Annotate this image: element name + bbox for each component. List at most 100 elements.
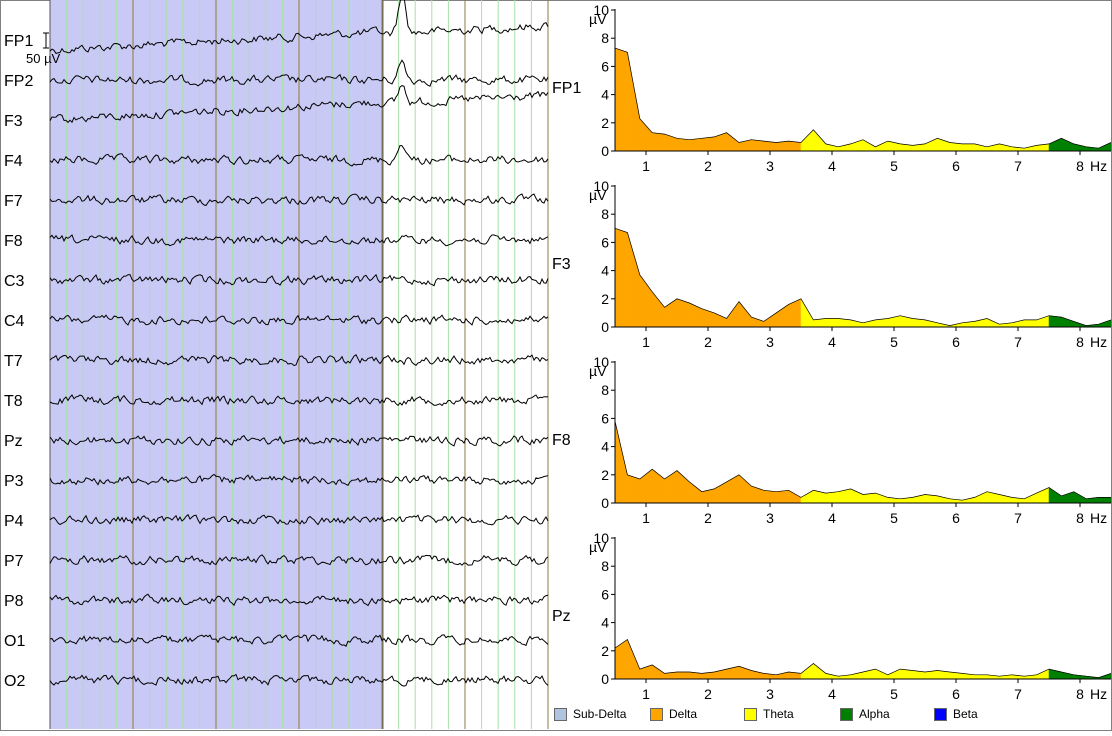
spectrum-area-segment [775, 490, 789, 504]
spectrum-area-segment [850, 671, 864, 680]
spectrum-area-segment [614, 47, 628, 152]
x-tick-label: 8 [1076, 686, 1084, 702]
spectrum-area-segment [813, 662, 827, 680]
spectrum-area-segment [974, 491, 988, 504]
spectrum-area-segment [974, 674, 988, 680]
x-tick-label: 4 [828, 510, 836, 526]
spectrum-area-segment [676, 470, 690, 504]
x-tick-label: 5 [890, 158, 898, 174]
eeg-trace-o2 [49, 673, 549, 687]
spectrum-area-segment [813, 489, 827, 504]
legend-swatch [934, 707, 947, 721]
y-tick-label: 10 [593, 530, 609, 546]
spectrum-area-segment [763, 490, 777, 504]
x-tick-label: 2 [704, 686, 712, 702]
y-tick-label: 0 [601, 671, 609, 687]
spectrum-area-segment [664, 133, 678, 152]
spectrum-area-segment [1023, 319, 1037, 328]
y-tick-label: 2 [601, 467, 609, 483]
x-axis-label: Hz [1090, 158, 1107, 174]
eeg-trace-o1 [49, 634, 549, 647]
spectrum-area-segment [726, 132, 740, 152]
eeg-trace-pz [49, 435, 549, 447]
y-tick-label: 2 [601, 115, 609, 131]
spectrum-area-segment [775, 671, 789, 680]
spectrum-area-segment [1036, 315, 1050, 328]
spectrum-area-segment [825, 673, 839, 680]
spectrum-area-segment [800, 662, 814, 680]
y-tick-label: 6 [601, 410, 609, 426]
spectrum-area-segment [1036, 487, 1050, 504]
spectrum-area-segment [1048, 137, 1062, 152]
eeg-trace-f7 [49, 193, 549, 207]
eeg-traces[interactable]: FP1 FP2 F3 F4 F7 F8 C3 C4 T7 T8 Pz P3 P4 P7 P8 O1 O2 50 µ… [0, 0, 552, 731]
legend-item-sub-delta: Sub-Delta [554, 704, 626, 724]
x-axis-label: Hz [1090, 686, 1107, 702]
eeg-trace-c3 [49, 273, 549, 287]
y-tick-label: 6 [601, 586, 609, 602]
spectrum-area-segment [1061, 671, 1075, 680]
x-tick-label: 1 [642, 686, 650, 702]
eeg-trace-t8 [49, 394, 549, 407]
spectrum-area-segment [1061, 316, 1075, 328]
legend-item-beta: Beta [934, 704, 978, 724]
x-tick-label: 2 [704, 334, 712, 350]
x-tick-label: 1 [642, 510, 650, 526]
spectrum-area-segment [924, 137, 938, 152]
x-tick-label: 2 [704, 158, 712, 174]
y-tick-label: 8 [601, 30, 609, 46]
spectrum-area-segment [875, 492, 889, 504]
y-tick-label: 0 [601, 495, 609, 511]
spectrum-area-segment [651, 291, 665, 328]
spectrum-area-segment [986, 318, 1000, 328]
spectrum-channel-label: F3 [552, 256, 571, 273]
y-axis-label: µV [589, 11, 607, 27]
channel-label-o2: O2 [4, 673, 25, 690]
spectrum-line-pz [614, 638, 1112, 678]
spectrum-area-segment [676, 138, 690, 152]
channel-label-p7: P7 [4, 553, 24, 570]
spectrum-area-segment [614, 421, 628, 504]
eeg-trace-p8 [49, 593, 549, 607]
legend-label: Alpha [859, 707, 890, 721]
spectrum-area-segment [961, 143, 975, 152]
spectrum-area-segment [1098, 497, 1112, 504]
spectrum-area-segment [701, 308, 715, 328]
x-tick-label: 4 [828, 158, 836, 174]
channel-label-t7: T7 [4, 353, 23, 370]
spectrum-channel-label: Pz [552, 608, 571, 625]
y-axis-label: µV [589, 363, 607, 379]
spectrum-area-segment [713, 312, 727, 328]
spectrum-area-segment [825, 491, 839, 504]
channel-label-o1: O1 [4, 633, 25, 650]
spectrum-area-segment [627, 232, 641, 328]
eeg-trace-fp1 [49, 0, 549, 54]
spectrum-area-segment [1048, 487, 1062, 504]
legend-swatch [650, 707, 663, 721]
y-tick-label: 8 [601, 382, 609, 398]
channel-label-p4: P4 [4, 513, 24, 530]
y-tick-label: 4 [601, 439, 609, 455]
spectrum-line-f8 [614, 421, 1111, 501]
y-axis-label: µV [589, 187, 607, 203]
spectrum-area-segment [713, 132, 727, 152]
band-legend: Sub-Delta Delta Theta Alpha Beta [554, 704, 1110, 724]
y-tick-label: 6 [601, 58, 609, 74]
spectrum-area-segment [639, 274, 653, 328]
spectrum-area-segment [850, 488, 864, 504]
spectrum-area-segment [850, 139, 864, 152]
legend-swatch [840, 707, 853, 721]
channel-label-c4: C4 [4, 313, 25, 330]
channel-label-p8: P8 [4, 593, 24, 610]
x-tick-label: 7 [1014, 158, 1022, 174]
eeg-trace-panel[interactable]: FP1 FP2 F3 F4 F7 F8 C3 C4 T7 T8 Pz P3 P4 P7 P8 O1 O2 50 µ… [0, 0, 552, 731]
x-tick-label: 7 [1014, 686, 1022, 702]
spectrum-line-fp1 [614, 47, 1112, 149]
spectrum-area-segment [726, 474, 740, 504]
spectrum-area-segment [726, 300, 740, 328]
x-tick-label: 6 [952, 334, 960, 350]
spectrum-area-segment [751, 316, 765, 328]
y-tick-label: 0 [601, 143, 609, 159]
